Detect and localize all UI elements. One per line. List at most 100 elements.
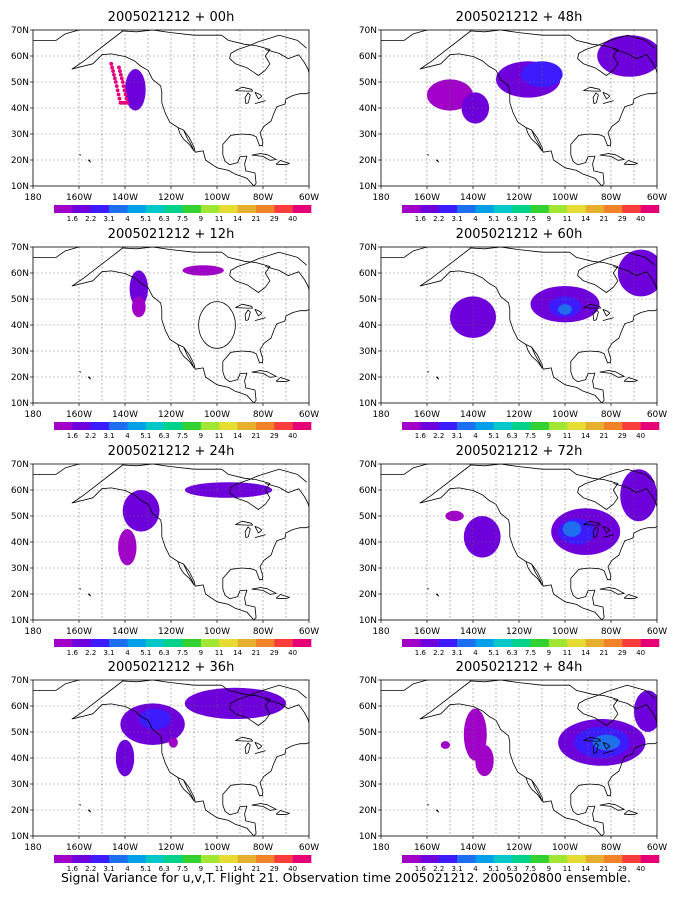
- flight-track-point: [110, 65, 115, 70]
- colorbar-swatch: [127, 205, 147, 213]
- colorbar-swatch: [640, 639, 660, 647]
- lon-tick-label: 60W: [299, 193, 319, 203]
- flight-track: [109, 61, 130, 105]
- colorbar-label: 21: [251, 432, 260, 440]
- colorbar-swatch: [567, 639, 586, 647]
- colorbar-label: 4: [473, 649, 478, 657]
- colorbar-label: 11: [563, 215, 572, 223]
- lon-tick-label: 180: [24, 843, 41, 853]
- colorbar-swatch: [438, 422, 458, 430]
- lon-tick-label: 120W: [506, 193, 532, 203]
- colorbar-swatch: [182, 855, 202, 863]
- variance-contour: [620, 469, 657, 522]
- colorbar-label: 6.3: [507, 649, 518, 657]
- lon-tick-label: 80W: [253, 410, 273, 420]
- colorbar-swatch: [493, 205, 513, 213]
- colorbar-swatch: [72, 422, 92, 430]
- colorbar-label: 14: [581, 649, 590, 657]
- flight-track-point: [115, 88, 120, 93]
- colorbar-label: 21: [251, 215, 260, 223]
- colorbar-label: 40: [636, 865, 645, 873]
- colorbar-swatch: [237, 205, 257, 213]
- colorbar-label: 4: [125, 649, 130, 657]
- lon-tick-label: 140W: [112, 627, 138, 637]
- colorbar-swatch: [420, 639, 440, 647]
- colorbar-label: 6.3: [507, 865, 518, 873]
- lat-tick-label: 70N: [11, 26, 29, 36]
- lat-tick-label: 50N: [11, 78, 29, 88]
- colorbar-label: 9: [547, 649, 551, 657]
- colorbar-label: 1.6: [67, 865, 79, 873]
- lon-tick-label: 160W: [66, 193, 92, 203]
- colorbar-swatch: [567, 205, 586, 213]
- colorbar-label: 11: [563, 865, 572, 873]
- colorbar-label: 6.3: [507, 432, 518, 440]
- plot-area: [381, 247, 657, 403]
- colorbar-swatch: [438, 205, 458, 213]
- colorbar-label: 21: [251, 865, 260, 873]
- colorbar-swatch: [292, 639, 312, 647]
- colorbar-swatch: [109, 205, 128, 213]
- lon-tick-label: 80W: [253, 843, 273, 853]
- map-panel-6: 2005021212 + 72h 180 160W 140W 120W 100W 80W 60…: [359, 444, 667, 657]
- colorbar-label: 9: [199, 649, 203, 657]
- lat-tick-label: 70N: [359, 460, 377, 470]
- lat-tick-label: 70N: [11, 460, 29, 470]
- colorbar-swatch: [292, 855, 312, 863]
- lon-tick-label: 100W: [204, 843, 230, 853]
- lat-tick-label: 10N: [359, 399, 377, 409]
- lon-tick-label: 100W: [552, 193, 578, 203]
- lat-tick-label: 40N: [359, 104, 377, 114]
- colorbar-swatch: [109, 422, 128, 430]
- variance-contour: [450, 296, 496, 339]
- variance-contour: [184, 687, 286, 720]
- lat-tick-label: 70N: [11, 243, 29, 253]
- colorbar-swatch: [145, 855, 165, 863]
- variance-contour: [558, 304, 572, 315]
- variance-contour: [131, 296, 146, 318]
- colorbar-label: 3.1: [104, 432, 115, 440]
- colorbar-label: 2.2: [85, 865, 96, 873]
- flight-track-point: [112, 72, 116, 77]
- lat-tick-label: 20N: [11, 373, 29, 383]
- colorbar-swatch: [237, 422, 257, 430]
- map-panel-2: 2005021212 + 48h 180 160W 140W 120W 100W 80W 60…: [359, 10, 667, 223]
- colorbar-label: 4: [125, 215, 130, 223]
- colorbar-swatch: [438, 855, 458, 863]
- colorbar-label: 7.5: [177, 432, 188, 440]
- colorbar-swatch: [603, 205, 623, 213]
- colorbar-label: 29: [618, 215, 627, 223]
- colorbar-swatch: [420, 855, 440, 863]
- colorbar-label: 5.1: [488, 865, 499, 873]
- colorbar-label: 29: [618, 432, 627, 440]
- lon-tick-label: 180: [24, 193, 41, 203]
- colorbar-label: 2.2: [85, 215, 96, 223]
- colorbar: 1.6 2.2 3.1 4 5.1 6.3 7.5 9 11 14 21 29 40: [402, 422, 660, 440]
- colorbar-swatch: [54, 639, 73, 647]
- colorbar-swatch: [530, 205, 550, 213]
- lat-tick-label: 60N: [359, 486, 377, 496]
- lon-tick-label: 180: [372, 627, 389, 637]
- panel-title: 2005021212 + 12h: [108, 227, 235, 242]
- colorbar-swatch: [548, 855, 568, 863]
- colorbar: 1.6 2.2 3.1 4 5.1 6.3 7.5 9 11 14 21 29 40: [54, 422, 312, 440]
- flight-track-point: [109, 61, 114, 66]
- flight-track-point: [123, 92, 128, 97]
- flight-track-point: [117, 96, 122, 101]
- colorbar-label: 9: [547, 215, 551, 223]
- colorbar-swatch: [255, 422, 275, 430]
- variance-contour: [461, 92, 490, 124]
- lat-tick-label: 10N: [359, 832, 377, 842]
- colorbar-swatch: [127, 855, 147, 863]
- variance-contour: [184, 482, 273, 498]
- lat-tick-label: 30N: [359, 564, 377, 574]
- colorbar-swatch: [493, 639, 513, 647]
- colorbar-swatch: [164, 855, 183, 863]
- panel-title: 2005021212 + 48h: [456, 10, 583, 25]
- panel-title: 2005021212 + 60h: [456, 227, 583, 242]
- lat-tick-label: 60N: [11, 269, 29, 279]
- lat-tick-label: 40N: [359, 538, 377, 548]
- colorbar-label: 3.1: [452, 649, 463, 657]
- colorbar-swatch: [402, 422, 421, 430]
- flight-track-point: [118, 69, 122, 73]
